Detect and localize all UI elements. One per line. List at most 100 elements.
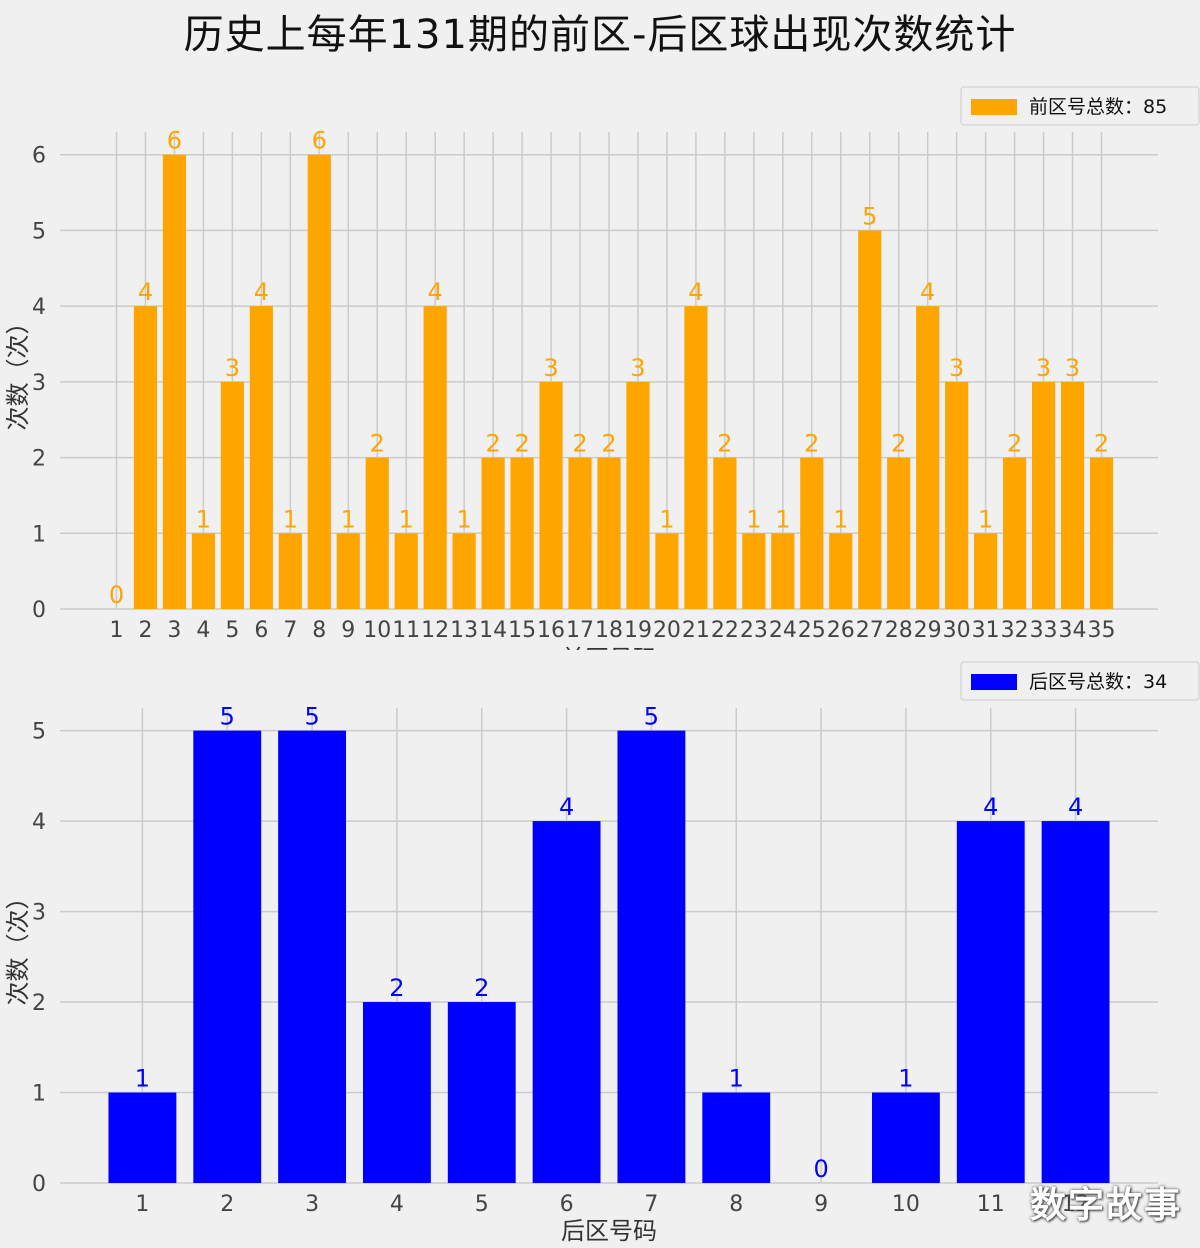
x-tick-label: 11 xyxy=(392,618,420,643)
bar xyxy=(365,457,389,609)
x-tick-label: 21 xyxy=(682,618,710,643)
data-label: 5 xyxy=(220,703,235,731)
x-tick-label: 9 xyxy=(341,618,355,643)
y-tick-label: 3 xyxy=(32,901,46,926)
bar xyxy=(829,533,853,609)
x-tick-label: 33 xyxy=(1030,618,1058,643)
data-label: 0 xyxy=(813,1155,828,1183)
bar xyxy=(713,457,737,609)
data-label: 4 xyxy=(688,278,703,306)
x-tick-label: 22 xyxy=(711,618,739,643)
x-tick-label: 31 xyxy=(972,618,1000,643)
bar xyxy=(336,533,360,609)
data-label: 1 xyxy=(341,505,356,533)
bar xyxy=(191,533,215,609)
bar xyxy=(742,533,766,609)
bar xyxy=(510,457,534,609)
bar xyxy=(684,306,708,609)
x-tick-label: 8 xyxy=(729,1192,743,1217)
y-tick-label: 5 xyxy=(32,720,46,745)
data-label: 1 xyxy=(283,505,298,533)
x-tick-label: 2 xyxy=(138,618,152,643)
x-tick-label: 17 xyxy=(566,618,594,643)
x-tick-label: 12 xyxy=(421,618,449,643)
data-label: 5 xyxy=(644,703,659,731)
x-tick-label: 11 xyxy=(977,1192,1005,1217)
x-tick-label: 7 xyxy=(644,1192,658,1217)
bar xyxy=(771,533,795,609)
y-tick-label: 1 xyxy=(32,522,46,547)
x-tick-label: 34 xyxy=(1059,618,1087,643)
y-tick-label: 0 xyxy=(32,1172,46,1197)
data-label: 1 xyxy=(135,1065,150,1093)
data-label: 6 xyxy=(167,127,182,155)
bar xyxy=(193,730,262,1183)
x-tick-label: 1 xyxy=(109,618,123,643)
y-tick-label: 3 xyxy=(32,371,46,396)
bar xyxy=(481,457,505,609)
data-label: 4 xyxy=(138,278,153,306)
x-tick-label: 9 xyxy=(814,1192,828,1217)
bar xyxy=(108,1092,177,1183)
legend: 后区号总数：34 xyxy=(960,661,1200,701)
y-tick-label: 4 xyxy=(32,810,46,835)
data-label: 1 xyxy=(978,505,993,533)
y-tick-label: 0 xyxy=(32,598,46,623)
bar xyxy=(249,306,273,609)
x-tick-label: 14 xyxy=(479,618,507,643)
legend-swatch xyxy=(971,99,1017,115)
data-label: 4 xyxy=(428,278,443,306)
bar xyxy=(916,306,940,609)
x-tick-label: 15 xyxy=(508,618,536,643)
bar xyxy=(1089,457,1114,609)
bar xyxy=(447,1002,516,1183)
bar xyxy=(532,821,601,1183)
y-tick-label: 2 xyxy=(32,991,46,1016)
bar xyxy=(800,457,824,609)
x-tick-label: 29 xyxy=(914,618,942,643)
x-tick-label: 12 xyxy=(1062,1192,1090,1217)
bar xyxy=(655,533,679,609)
data-label: 1 xyxy=(729,1065,744,1093)
data-label: 3 xyxy=(1036,354,1051,382)
x-tick-label: 23 xyxy=(740,618,768,643)
data-label: 2 xyxy=(474,974,489,1002)
bar xyxy=(278,730,347,1183)
data-label: 4 xyxy=(254,278,269,306)
data-label: 1 xyxy=(746,505,761,533)
bar xyxy=(974,533,998,609)
x-tick-label: 6 xyxy=(560,1192,574,1217)
bar xyxy=(945,381,969,609)
x-tick-label: 8 xyxy=(312,618,326,643)
bar xyxy=(956,821,1025,1183)
bar xyxy=(220,381,244,609)
data-label: 6 xyxy=(312,127,327,155)
bar xyxy=(1003,457,1027,609)
x-tick-label: 28 xyxy=(885,618,913,643)
data-label: 4 xyxy=(983,793,998,821)
data-label: 1 xyxy=(399,505,414,533)
bar xyxy=(702,1092,771,1183)
legend-label: 前区号总数：85 xyxy=(1029,96,1167,118)
x-tick-label: 6 xyxy=(254,618,268,643)
x-tick-label: 10 xyxy=(892,1192,920,1217)
data-label: 2 xyxy=(1094,430,1109,458)
x-tick-label: 16 xyxy=(537,618,565,643)
x-tick-label: 1 xyxy=(135,1192,149,1217)
x-tick-label: 4 xyxy=(390,1192,404,1217)
legend-box xyxy=(960,661,1200,701)
bar xyxy=(133,306,158,609)
data-label: 1 xyxy=(659,505,674,533)
x-tick-label: 2 xyxy=(220,1192,234,1217)
bar xyxy=(887,457,911,609)
watermark-logo: 数字故事 xyxy=(1029,1185,1182,1226)
x-tick-label: 5 xyxy=(475,1192,489,1217)
x-tick-label: 18 xyxy=(595,618,623,643)
data-label: 1 xyxy=(775,505,790,533)
y-tick-label: 1 xyxy=(32,1082,46,1107)
bar xyxy=(162,154,187,609)
data-label: 2 xyxy=(485,430,500,458)
legend: 前区号总数：85 xyxy=(960,86,1200,126)
data-label: 2 xyxy=(389,974,404,1002)
